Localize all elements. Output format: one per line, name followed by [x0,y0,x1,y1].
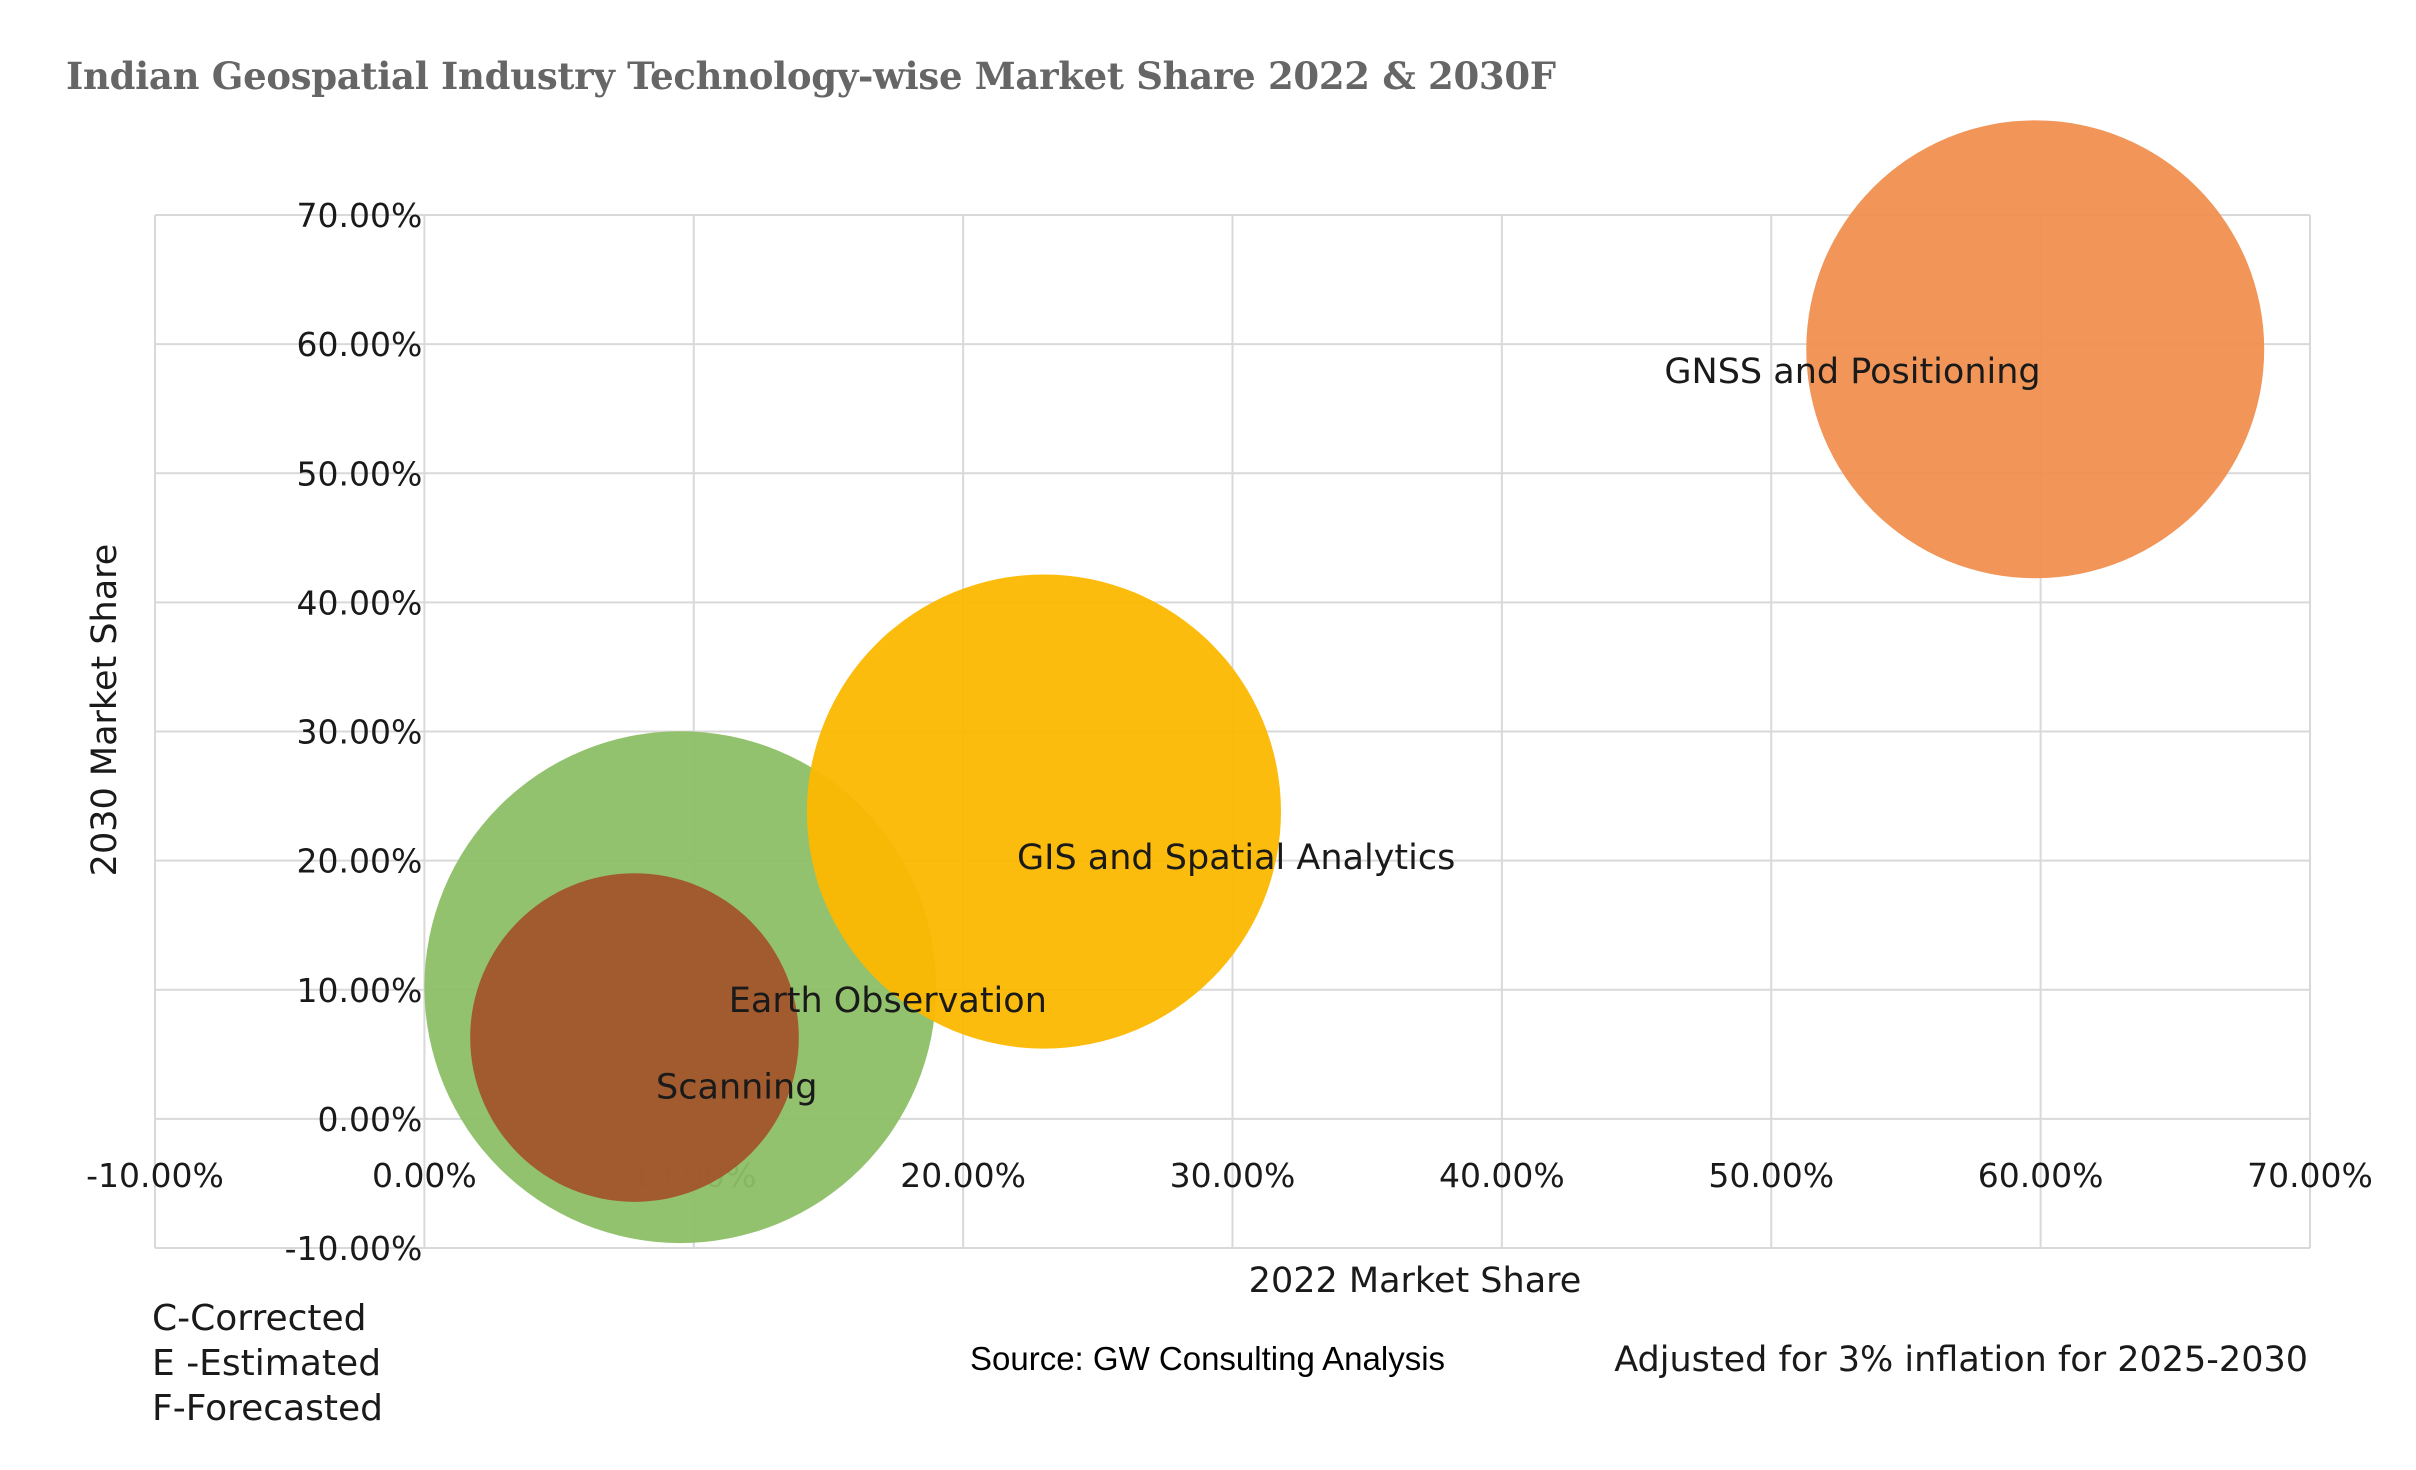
x-tick-label: 50.00% [1708,1156,1834,1195]
legend-notes: C-Corrected E -Estimated F-Forecasted [152,1296,383,1431]
bubble-labels: Earth Observation GIS and Spatial Analyti… [656,352,2041,1107]
bubble-label: Earth Observation [729,981,1047,1021]
y-tick-label: 50.00% [297,454,423,493]
source-note: Source: GW Consulting Analysis [970,1340,1446,1377]
bubble-scanning [470,873,799,1202]
chart-title: Indian Geospatial Industry Technology-wi… [66,54,1556,98]
x-tick-label: -10.00% [86,1156,224,1195]
x-tick-label: 70.00% [2247,1156,2373,1195]
x-axis-title: 2022 Market Share [1249,1261,1582,1301]
note-estimated: E -Estimated [152,1343,382,1384]
bubbles [424,120,2265,1244]
x-tick-label: 30.00% [1170,1156,1296,1195]
y-axis-ticks: -10.00% 0.00% 10.00% 20.00% 30.00% 40.00% 50.0… [285,196,423,1268]
x-tick-label: 0.00% [372,1156,477,1195]
x-tick-label: 60.00% [1978,1156,2104,1195]
note-forecasted: F-Forecasted [152,1388,384,1429]
y-tick-label: 70.00% [297,196,423,235]
note-corrected: C-Corrected [152,1298,367,1339]
x-axis-ticks: -10.00%0.00%10.00%20.00%30.00%40.00%50.0… [86,1156,2373,1195]
y-tick-label: 40.00% [297,583,423,622]
y-tick-label: 10.00% [297,971,423,1010]
bubble-label: Scanning [656,1068,817,1108]
y-tick-label: 20.00% [297,842,423,881]
bubble-gnss-and-positioning [1806,120,2265,579]
inflation-note: Adjusted for 3% inflation for 2025-2030 [1614,1340,2308,1380]
y-tick-label: 0.00% [318,1100,423,1139]
bubble-gis-and-spatial-analytics [806,574,1281,1049]
y-tick-label: 60.00% [297,325,423,364]
bubble-label: GNSS and Positioning [1664,352,2040,392]
y-tick-label: -10.00% [285,1229,423,1268]
x-tick-label: 40.00% [1439,1156,1565,1195]
y-tick-label: 30.00% [297,713,423,752]
x-tick-label: 20.00% [900,1156,1026,1195]
bubble-label: GIS and Spatial Analytics [1017,838,1455,878]
y-axis-title: 2030 Market Share [85,544,125,877]
